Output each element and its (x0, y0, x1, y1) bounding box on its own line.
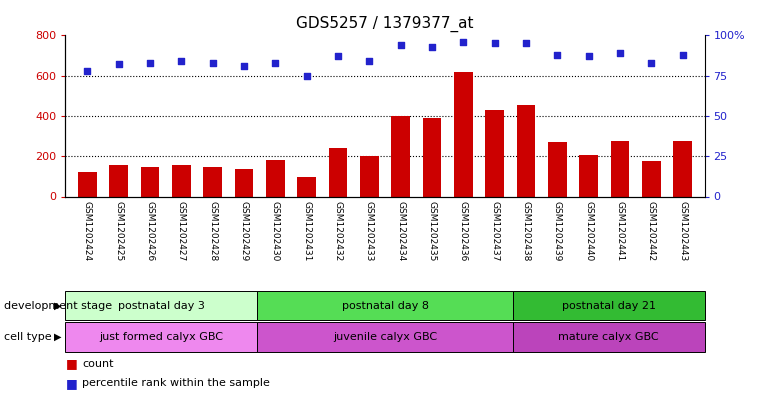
Bar (203, 167, 222, 196)
Bar (78, 172, 97, 196)
Bar (297, 177, 316, 196)
Text: juvenile calyx GBC: juvenile calyx GBC (333, 332, 437, 342)
Bar (266, 160, 285, 196)
Bar (513, 291, 705, 320)
Text: GSM1202442: GSM1202442 (647, 201, 656, 261)
Point (270, 60, 282, 66)
Point (394, 42, 407, 48)
Bar (517, 105, 535, 196)
Point (176, 58, 188, 64)
Point (238, 63, 250, 69)
Text: GSM1202439: GSM1202439 (553, 201, 562, 261)
Text: postnatal day 3: postnatal day 3 (118, 301, 205, 310)
Point (457, 39, 470, 45)
Bar (360, 156, 379, 196)
Text: just formed calyx GBC: just formed calyx GBC (99, 332, 223, 342)
Text: mature calyx GBC: mature calyx GBC (558, 332, 659, 342)
Point (582, 53, 594, 59)
Text: ▶: ▶ (54, 332, 62, 342)
Bar (172, 165, 191, 196)
Point (426, 44, 438, 50)
Bar (611, 141, 629, 196)
Bar (673, 141, 692, 196)
Text: GSM1202429: GSM1202429 (239, 201, 249, 261)
Text: GDS5257 / 1379377_at: GDS5257 / 1379377_at (296, 16, 474, 32)
Text: ■: ■ (65, 376, 77, 390)
Bar (391, 116, 410, 196)
Text: GSM1202437: GSM1202437 (490, 201, 499, 261)
Point (144, 60, 156, 66)
Text: count: count (82, 358, 114, 369)
Bar (513, 322, 705, 352)
Text: GSM1202433: GSM1202433 (365, 201, 374, 261)
Bar (454, 72, 473, 196)
Text: postnatal day 21: postnatal day 21 (561, 301, 656, 310)
Point (614, 50, 626, 56)
Text: development stage: development stage (4, 301, 112, 310)
Bar (65, 291, 257, 320)
Text: GSM1202436: GSM1202436 (459, 201, 468, 261)
Point (677, 51, 689, 58)
Text: percentile rank within the sample: percentile rank within the sample (82, 378, 270, 388)
Text: GSM1202426: GSM1202426 (146, 201, 155, 261)
Text: GSM1202428: GSM1202428 (208, 201, 217, 261)
Text: GSM1202425: GSM1202425 (114, 201, 123, 261)
Text: GSM1202427: GSM1202427 (177, 201, 186, 261)
Bar (235, 169, 253, 196)
Point (332, 53, 344, 59)
Point (300, 72, 313, 79)
Point (551, 51, 564, 58)
Bar (109, 165, 128, 196)
Point (81, 68, 93, 74)
Text: GSM1202440: GSM1202440 (584, 201, 593, 261)
Text: GSM1202432: GSM1202432 (333, 201, 343, 261)
Bar (642, 161, 661, 196)
Bar (257, 291, 513, 320)
Text: GSM1202438: GSM1202438 (521, 201, 531, 261)
Text: cell type: cell type (4, 332, 52, 342)
Text: GSM1202431: GSM1202431 (302, 201, 311, 261)
Text: GSM1202430: GSM1202430 (271, 201, 280, 261)
Text: GSM1202424: GSM1202424 (83, 201, 92, 261)
Bar (257, 322, 513, 352)
Bar (579, 155, 598, 196)
Text: GSM1202434: GSM1202434 (396, 201, 405, 261)
Text: GSM1202435: GSM1202435 (427, 201, 437, 261)
Bar (485, 110, 504, 196)
Text: ▶: ▶ (54, 301, 62, 310)
Point (488, 40, 500, 47)
Point (363, 58, 376, 64)
Point (520, 40, 532, 47)
Text: postnatal day 8: postnatal day 8 (342, 301, 428, 310)
Text: ■: ■ (65, 357, 77, 370)
Point (112, 61, 125, 68)
Text: GSM1202441: GSM1202441 (615, 201, 624, 261)
Bar (65, 322, 257, 352)
Bar (548, 142, 567, 196)
Text: GSM1202443: GSM1202443 (678, 201, 687, 261)
Point (206, 60, 219, 66)
Point (645, 60, 658, 66)
Bar (423, 118, 441, 196)
Bar (329, 148, 347, 196)
Bar (141, 167, 159, 196)
